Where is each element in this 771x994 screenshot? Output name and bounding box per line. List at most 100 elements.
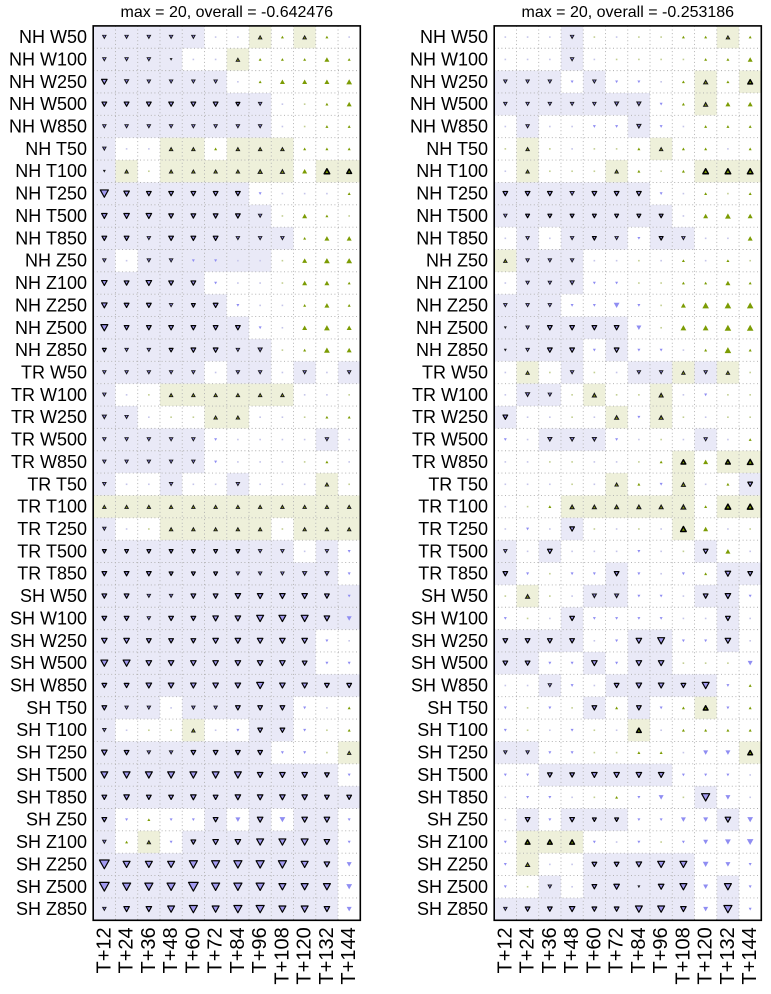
svg-text:SH W500: SH W500 — [411, 653, 488, 673]
svg-text:NH T250: NH T250 — [15, 184, 87, 204]
svg-text:NH Z50: NH Z50 — [426, 251, 488, 271]
svg-text:TR T100: TR T100 — [17, 497, 87, 517]
svg-text:TR W100: TR W100 — [412, 385, 488, 405]
svg-text:NH Z250: NH Z250 — [416, 295, 488, 315]
svg-text:T+36: T+36 — [138, 927, 160, 973]
svg-text:SH W850: SH W850 — [10, 676, 87, 696]
svg-text:NH Z850: NH Z850 — [416, 340, 488, 360]
svg-text:SH T500: SH T500 — [417, 765, 488, 785]
svg-text:NH T500: NH T500 — [416, 206, 488, 226]
svg-text:TR T50: TR T50 — [428, 474, 488, 494]
svg-text:T+12: T+12 — [93, 927, 115, 973]
svg-text:T+144: T+144 — [739, 927, 761, 984]
svg-text:T+72: T+72 — [606, 927, 628, 973]
svg-text:T+96: T+96 — [249, 927, 271, 973]
svg-text:NH W50: NH W50 — [19, 27, 87, 47]
svg-text:SH W100: SH W100 — [10, 608, 87, 628]
svg-text:NH W250: NH W250 — [410, 72, 488, 92]
svg-text:T+48: T+48 — [160, 927, 182, 973]
svg-text:SH Z500: SH Z500 — [417, 877, 488, 897]
svg-text:NH W500: NH W500 — [410, 94, 488, 114]
svg-text:T+96: T+96 — [650, 927, 672, 973]
svg-text:NH W850: NH W850 — [410, 117, 488, 137]
svg-text:T+132: T+132 — [316, 927, 338, 984]
svg-text:SH Z850: SH Z850 — [16, 899, 87, 919]
svg-text:TR T850: TR T850 — [418, 564, 488, 584]
svg-text:SH Z500: SH Z500 — [16, 877, 87, 897]
svg-text:TR W850: TR W850 — [412, 452, 488, 472]
svg-text:TR W250: TR W250 — [412, 407, 488, 427]
svg-text:SH Z100: SH Z100 — [417, 832, 488, 852]
svg-text:SH W850: SH W850 — [411, 676, 488, 696]
svg-text:NH T100: NH T100 — [15, 161, 87, 181]
svg-text:NH Z500: NH Z500 — [416, 318, 488, 338]
svg-text:SH W50: SH W50 — [421, 586, 488, 606]
svg-text:NH W100: NH W100 — [410, 49, 488, 69]
svg-text:TR W250: TR W250 — [11, 407, 87, 427]
svg-text:SH W100: SH W100 — [411, 608, 488, 628]
svg-text:NH W250: NH W250 — [9, 72, 87, 92]
svg-text:NH T250: NH T250 — [416, 184, 488, 204]
svg-text:T+36: T+36 — [539, 927, 561, 973]
svg-text:TR T850: TR T850 — [17, 564, 87, 584]
svg-text:NH Z50: NH Z50 — [25, 251, 87, 271]
svg-text:NH T500: NH T500 — [15, 206, 87, 226]
svg-text:SH T100: SH T100 — [16, 720, 87, 740]
svg-text:SH T500: SH T500 — [16, 765, 87, 785]
svg-text:T+120: T+120 — [695, 927, 717, 984]
svg-text:NH Z100: NH Z100 — [416, 273, 488, 293]
svg-text:T+72: T+72 — [205, 927, 227, 973]
svg-text:TR W50: TR W50 — [21, 362, 87, 382]
svg-text:T+108: T+108 — [672, 927, 694, 984]
svg-text:SH W250: SH W250 — [411, 631, 488, 651]
svg-text:NH T100: NH T100 — [416, 161, 488, 181]
svg-text:SH Z850: SH Z850 — [417, 899, 488, 919]
svg-text:SH Z50: SH Z50 — [26, 810, 87, 830]
svg-text:TR T500: TR T500 — [418, 541, 488, 561]
svg-text:TR W500: TR W500 — [11, 430, 87, 450]
svg-text:T+132: T+132 — [717, 927, 739, 984]
svg-text:T+108: T+108 — [271, 927, 293, 984]
svg-text:T+60: T+60 — [182, 927, 204, 973]
svg-text:NH Z100: NH Z100 — [15, 273, 87, 293]
svg-text:SH T50: SH T50 — [427, 698, 488, 718]
svg-text:SH Z100: SH Z100 — [16, 832, 87, 852]
svg-text:T+144: T+144 — [338, 927, 360, 984]
svg-text:TR T250: TR T250 — [418, 519, 488, 539]
svg-text:SH W50: SH W50 — [20, 586, 87, 606]
svg-text:NH Z850: NH Z850 — [15, 340, 87, 360]
svg-text:T+24: T+24 — [517, 927, 539, 973]
svg-text:TR W100: TR W100 — [11, 385, 87, 405]
svg-text:SH T100: SH T100 — [417, 720, 488, 740]
svg-text:T+12: T+12 — [494, 927, 516, 973]
svg-text:TR T250: TR T250 — [17, 519, 87, 539]
svg-text:SH W500: SH W500 — [10, 653, 87, 673]
svg-text:SH T50: SH T50 — [26, 698, 87, 718]
svg-text:TR T500: TR T500 — [17, 541, 87, 561]
svg-text:NH Z500: NH Z500 — [15, 318, 87, 338]
svg-text:SH T850: SH T850 — [16, 787, 87, 807]
svg-text:NH W850: NH W850 — [9, 117, 87, 137]
svg-text:SH T850: SH T850 — [417, 787, 488, 807]
svg-text:TR W50: TR W50 — [422, 362, 488, 382]
svg-text:SH T250: SH T250 — [16, 743, 87, 763]
svg-text:SH Z50: SH Z50 — [427, 810, 488, 830]
svg-text:SH Z250: SH Z250 — [16, 854, 87, 874]
svg-text:NH W50: NH W50 — [420, 27, 488, 47]
svg-text:T+24: T+24 — [116, 927, 138, 973]
svg-text:NH W100: NH W100 — [9, 49, 87, 69]
svg-text:TR W850: TR W850 — [11, 452, 87, 472]
svg-text:T+60: T+60 — [583, 927, 605, 973]
svg-text:NH W500: NH W500 — [9, 94, 87, 114]
svg-text:max = 20, overall = -0.253186: max = 20, overall = -0.253186 — [522, 4, 735, 21]
svg-text:NH T50: NH T50 — [426, 139, 488, 159]
svg-text:NH T850: NH T850 — [416, 228, 488, 248]
svg-text:NH Z250: NH Z250 — [15, 295, 87, 315]
svg-text:T+48: T+48 — [561, 927, 583, 973]
svg-text:T+84: T+84 — [628, 927, 650, 973]
svg-text:max = 20, overall = -0.642476: max = 20, overall = -0.642476 — [121, 4, 334, 21]
svg-text:T+120: T+120 — [294, 927, 316, 984]
svg-text:TR T100: TR T100 — [418, 497, 488, 517]
svg-text:NH T850: NH T850 — [15, 228, 87, 248]
svg-text:TR W500: TR W500 — [412, 430, 488, 450]
